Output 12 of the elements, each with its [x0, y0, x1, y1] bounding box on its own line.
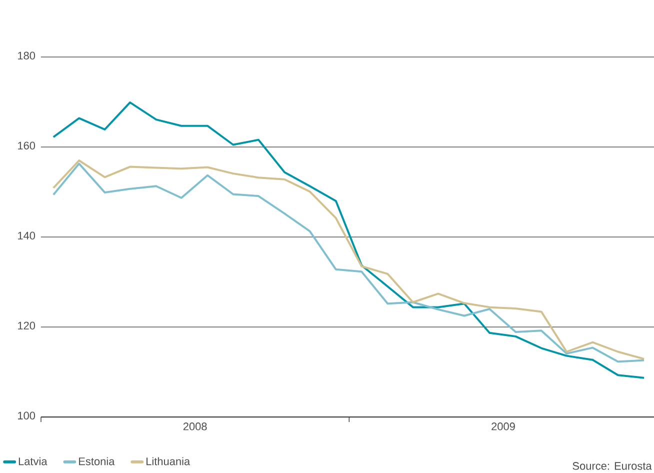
y-tick-label: 100 [18, 412, 36, 420]
legend-label: Lithuania [146, 457, 190, 466]
y-tick-label: 140 [18, 232, 36, 240]
source-note: Source: Eurosta [572, 462, 652, 470]
legend-label: Estonia [79, 457, 115, 466]
y-tick-label: 180 [18, 52, 36, 60]
x-tick-label: 2008 [183, 422, 207, 430]
x-tick-label: 2009 [492, 422, 515, 430]
line-series [52, 101, 646, 379]
y-tick-label: 160 [18, 142, 36, 150]
legend-label: Latvia [18, 457, 48, 466]
y-tick-label: 120 [18, 322, 36, 330]
